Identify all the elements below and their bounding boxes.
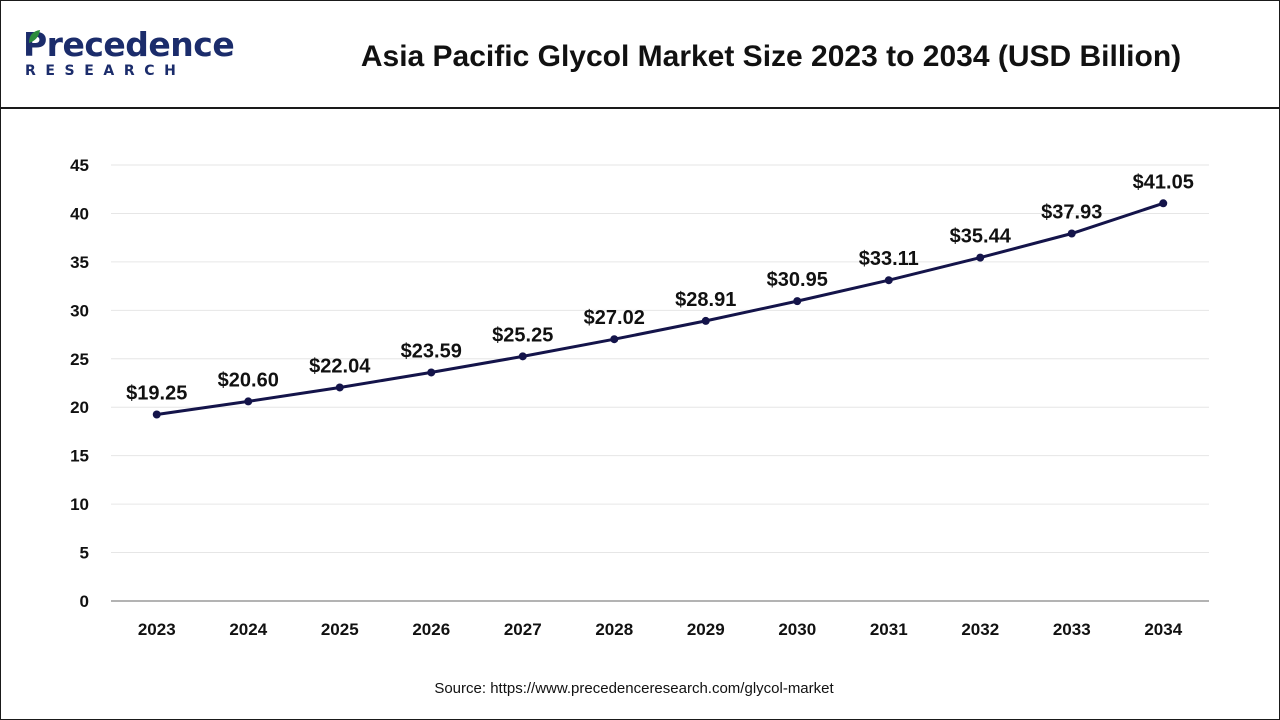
y-tick-label: 5: [80, 544, 89, 563]
data-label: $33.11: [859, 248, 919, 270]
logo-wordmark: Precedence: [23, 25, 235, 64]
data-label: $35.44: [950, 226, 1012, 248]
data-point: [701, 316, 710, 325]
data-label: $28.91: [675, 289, 736, 311]
x-tick-label: 2030: [778, 620, 816, 639]
y-tick-label: 45: [70, 156, 89, 175]
data-point: [1067, 229, 1076, 238]
y-tick-label: 30: [70, 301, 89, 320]
data-point: [335, 383, 344, 392]
data-points: [152, 199, 1168, 419]
data-label: $27.02: [584, 307, 645, 329]
x-tick-label: 2027: [504, 620, 542, 639]
data-label: $30.95: [767, 269, 828, 291]
data-label: $23.59: [401, 340, 462, 362]
logo-subtitle: RESEARCH: [25, 63, 186, 79]
y-tick-label: 25: [70, 350, 89, 369]
data-labels: $19.25 $20.60 $22.04 $23.59 $25.25 $27.02 $28.…: [126, 171, 1194, 404]
y-axis: 0 5 10 15 20 25 30 35 40 45: [70, 156, 89, 611]
header: Precedence RESEARCH Asia Pacific Glycol …: [1, 1, 1279, 109]
data-point: [884, 276, 893, 285]
data-label: $19.25: [126, 382, 187, 404]
data-point: [427, 368, 436, 377]
x-tick-label: 2032: [961, 620, 999, 639]
leaf-icon: [29, 30, 40, 43]
source-note: Source: https://www.precedenceresearch.c…: [434, 680, 834, 697]
x-tick-label: 2025: [321, 620, 359, 639]
x-tick-label: 2031: [870, 620, 908, 639]
data-label: $20.60: [218, 369, 279, 391]
x-tick-label: 2028: [595, 620, 633, 639]
data-point: [610, 335, 619, 344]
data-label: $37.93: [1041, 202, 1102, 224]
data-label: $22.04: [309, 355, 371, 377]
brand-logo: Precedence RESEARCH: [23, 27, 235, 87]
data-point: [976, 253, 985, 262]
data-point: [518, 352, 527, 361]
x-tick-label: 2034: [1144, 620, 1182, 639]
x-tick-label: 2024: [229, 620, 267, 639]
x-axis: 2023 2024 2025 2026 2027 2028 2029 2030 2031 2032…: [111, 600, 1209, 639]
y-tick-label: 35: [70, 253, 89, 272]
chart-title: Asia Pacific Glycol Market Size 2023 to …: [360, 40, 1182, 73]
data-point: [152, 410, 161, 419]
x-tick-label: 2023: [138, 620, 176, 639]
x-tick-label: 2026: [412, 620, 450, 639]
data-label: $25.25: [492, 324, 553, 346]
y-tick-label: 0: [80, 592, 89, 611]
data-label: $41.05: [1133, 171, 1194, 193]
data-point: [244, 397, 253, 406]
y-tick-label: 10: [70, 495, 89, 514]
data-point: [1159, 199, 1168, 208]
data-point: [793, 297, 802, 306]
y-tick-label: 20: [70, 398, 89, 417]
x-tick-label: 2033: [1053, 620, 1091, 639]
grid-lines: [111, 164, 1209, 554]
x-tick-label: 2029: [687, 620, 725, 639]
series-line: [156, 201, 1164, 416]
y-tick-label: 15: [70, 447, 89, 466]
y-tick-label: 40: [70, 204, 89, 223]
